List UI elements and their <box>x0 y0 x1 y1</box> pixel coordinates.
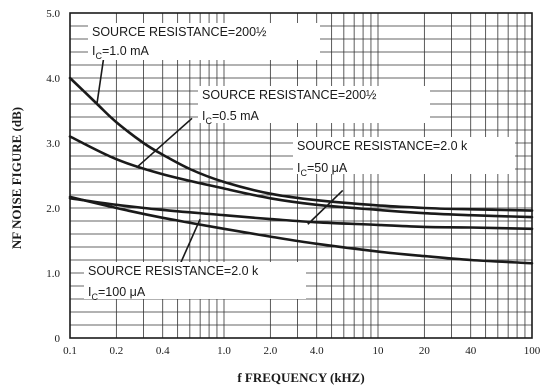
y-axis-title: NF NOISE FIGURE (dB) <box>9 107 24 249</box>
y-tick-label: 0 <box>55 333 61 345</box>
x-tick-label: 0.4 <box>156 345 170 357</box>
x-tick-labels: 0.1 0.2 0.4 1.0 2.0 4.0 10 20 40 100 <box>63 345 541 357</box>
current-subscript: C <box>205 116 212 126</box>
current-subscript: C <box>300 168 307 178</box>
annotation-current: IC=1.0 mA <box>92 44 150 61</box>
current-value: =1.0 mA <box>102 44 150 58</box>
annotation-current: IC=0.5 mA <box>202 109 260 126</box>
leader-line-2 <box>135 117 193 169</box>
current-symbol: I <box>297 161 300 175</box>
current-subscript: C <box>95 51 102 61</box>
annotation-text: SOURCE RESISTANCE=2.0 k <box>88 264 259 278</box>
annotation-text: SOURCE RESISTANCE=2.0 k <box>297 139 468 153</box>
x-tick-label: 40 <box>465 345 477 357</box>
y-tick-label: 4.0 <box>46 73 60 85</box>
current-value: =50 μA <box>307 161 348 175</box>
leader-line-3 <box>307 189 344 225</box>
y-tick-label: 2.0 <box>46 203 60 215</box>
x-tick-label: 4.0 <box>310 345 324 357</box>
curve-1 <box>68 76 534 212</box>
y-tick-label: 1.0 <box>46 268 60 280</box>
curves <box>68 76 534 265</box>
curve-2 <box>68 135 534 219</box>
current-value: =0.5 mA <box>212 109 260 123</box>
annotation-backing <box>198 86 430 123</box>
x-tick-label: 100 <box>524 345 541 357</box>
x-axis-title: f FREQUENCY (kHZ) <box>237 370 364 385</box>
curve-4 <box>68 195 534 265</box>
leader-line-4 <box>176 218 201 271</box>
annotation-backing <box>84 262 306 299</box>
current-symbol: I <box>88 285 91 299</box>
x-tick-label: 20 <box>419 345 431 357</box>
annotation-1: SOURCE RESISTANCE=200½ IC=1.0 mA <box>88 23 320 61</box>
plot-frame <box>69 12 533 339</box>
annotation-4: SOURCE RESISTANCE=2.0 k IC=100 μA <box>84 262 306 302</box>
x-tick-label: 2.0 <box>263 345 277 357</box>
x-tick-label: 10 <box>373 345 385 357</box>
annotation-current: IC=100 μA <box>88 285 146 302</box>
x-tick-label: 0.2 <box>109 345 123 357</box>
annotation-text: SOURCE RESISTANCE=200½ <box>202 88 377 102</box>
annotation-current: IC=50 μA <box>297 161 348 178</box>
annotation-text: SOURCE RESISTANCE=200½ <box>92 25 267 39</box>
x-tick-label: 1.0 <box>217 345 231 357</box>
current-symbol: I <box>92 44 95 58</box>
current-symbol: I <box>202 109 205 123</box>
current-value: =100 μA <box>98 285 146 299</box>
annotation-backing <box>88 23 320 60</box>
x-tick-label: 0.1 <box>63 345 77 357</box>
y-tick-label: 3.0 <box>46 138 60 150</box>
curve-3 <box>68 197 534 231</box>
annotation-3: SOURCE RESISTANCE=2.0 k IC=50 μA <box>293 137 515 178</box>
y-tick-labels: 0 1.0 2.0 3.0 4.0 5.0 <box>46 8 60 345</box>
annotation-backing <box>293 137 515 174</box>
current-subscript: C <box>91 292 98 302</box>
annotation-2: SOURCE RESISTANCE=200½ IC=0.5 mA <box>198 86 430 126</box>
y-tick-label: 5.0 <box>46 8 60 20</box>
